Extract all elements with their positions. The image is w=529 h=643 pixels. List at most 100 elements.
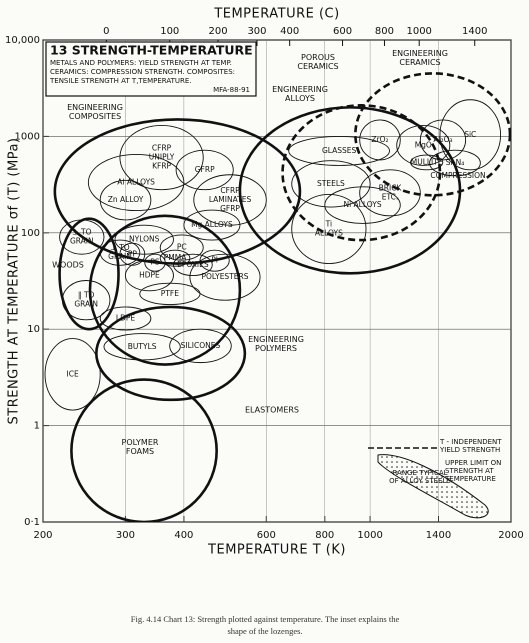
material-region — [429, 149, 481, 177]
y-tick-label: 10 — [27, 324, 40, 335]
y-tick-label: 0·1 — [24, 517, 40, 528]
material-region — [139, 282, 201, 306]
y-tick-label: 1 — [34, 421, 40, 432]
region-label: Zn ALLOY — [108, 195, 144, 204]
envelope-label: ELASTOMERS — [245, 406, 299, 415]
material-region — [324, 186, 401, 224]
region-label: Ni ALLOYS — [343, 200, 381, 209]
envelope-label: POROUS — [301, 53, 335, 62]
y-tick-label: 10,000 — [5, 35, 40, 46]
top-tick-label: 100 — [160, 26, 179, 37]
class-envelope — [53, 118, 302, 265]
material-region — [439, 99, 502, 171]
region-label: PTFE — [161, 289, 179, 298]
region-label: GRAIN — [74, 300, 98, 309]
x-tick-label: 600 — [257, 530, 276, 541]
material-region — [396, 124, 451, 166]
material-region — [193, 174, 267, 226]
y-tick-label: 1000 — [15, 131, 40, 142]
x-tick-label: 200 — [33, 530, 52, 541]
material-region — [114, 224, 174, 255]
top-tick-label: 1000 — [406, 26, 431, 37]
top-tick-label: 400 — [280, 26, 299, 37]
material-region — [59, 219, 105, 255]
envelope-label: ENGINEERING — [67, 103, 123, 112]
title-note: METALS AND POLYMERS: YIELD STRENGTH AT T… — [50, 59, 232, 67]
region-label: GRAIN — [70, 237, 94, 246]
region-label: ALLOYS — [315, 228, 343, 237]
x-tick-label: 400 — [174, 530, 193, 541]
class-envelope — [238, 106, 462, 275]
envelope-label: COMPOSITES — [69, 112, 121, 121]
region-label: PS — [150, 258, 160, 267]
inset-text: RANGE TYPICAL — [392, 469, 447, 477]
annotation: COMPRESSION — [430, 171, 485, 180]
region-label: GFRP — [195, 165, 215, 174]
region-label: SiC — [464, 130, 476, 139]
region-label: BUTYLS — [128, 342, 157, 351]
material-region — [87, 153, 185, 212]
material-region — [359, 119, 401, 161]
class-envelope — [281, 104, 442, 242]
class-envelope — [354, 72, 511, 197]
top-tick-label: 300 — [247, 26, 266, 37]
top-tick-label: 1400 — [462, 26, 487, 37]
material-region — [44, 338, 101, 411]
title-note: CERAMICS: COMPRESSION STRENGTH. COMPOSIT… — [50, 68, 235, 76]
region-label: ZrO₂ — [371, 135, 388, 144]
region-label: Al ALLOYS — [117, 178, 155, 187]
region-label: MgO — [415, 140, 432, 149]
region-label: Si₃N₄ — [446, 158, 464, 167]
title-note: TENSILE STRENGTH AT T,TEMPERATURE. — [49, 77, 192, 85]
envelope-label: ENGINEERING — [248, 335, 304, 344]
class-envelope — [58, 217, 120, 331]
material-region — [291, 160, 371, 208]
region-label: PI — [211, 256, 218, 265]
x-tick-label: 1000 — [357, 530, 382, 541]
region-label: ‖ TO — [78, 291, 95, 300]
material-region — [99, 239, 141, 266]
top-axis-title: TEMPERATURE (C) — [213, 7, 339, 22]
chart-code: MFA-88-91 — [213, 86, 250, 94]
region-label: UNIPLY — [149, 153, 175, 162]
region-label: EPOXIES — [177, 260, 209, 269]
region-label: Mg ALLOYS — [191, 220, 233, 229]
top-tick-label: 200 — [208, 26, 227, 37]
region-label: ⊥ TO — [110, 243, 129, 252]
inset-text: OF ALLOY STEELS — [389, 477, 451, 485]
material-region — [183, 209, 241, 241]
material-region — [288, 135, 390, 166]
region-label: NYLONS — [129, 235, 160, 244]
region-label: Al₂O₃ — [433, 135, 452, 144]
region-label: BRICK — [379, 183, 403, 192]
top-tick-label: 0 — [103, 26, 109, 37]
region-label: KFRP — [152, 162, 171, 171]
material-region — [173, 253, 213, 277]
class-envelope — [95, 305, 247, 402]
material-region — [159, 234, 204, 261]
caption: Fig. 4.14 Chart 13: Strength plotted aga… — [131, 614, 400, 624]
material-region — [124, 259, 174, 292]
region-label: CFRP — [220, 186, 240, 195]
inset-text: STRENGTH AT — [445, 467, 494, 475]
inset-text: TEMPERATURE — [444, 475, 496, 483]
inset-text: T - INDEPENDENT — [439, 438, 502, 446]
x-tick-label: 800 — [315, 530, 334, 541]
caption: shape of the lozenges. — [227, 626, 302, 636]
region-label: STEELS — [317, 179, 345, 188]
material-region — [189, 253, 261, 301]
region-label: SILICONES — [181, 341, 221, 350]
region-label: MULLITE — [411, 157, 443, 166]
region-label: LAMINATES — [209, 195, 252, 204]
region-label: ⊥ TO — [72, 228, 91, 237]
material-region — [119, 124, 204, 191]
class-envelope — [88, 214, 242, 366]
material-region — [359, 169, 421, 217]
chart-title: 13 STRENGTH-TEMPERATURE — [50, 43, 253, 58]
region-label: LDPE — [116, 314, 135, 323]
region-label: ETC. — [382, 192, 399, 201]
region-label: GFRP — [220, 204, 240, 213]
x-axis-title: TEMPERATURE T (K) — [207, 543, 346, 558]
region-label: POLYESTERS — [202, 272, 249, 281]
material-region — [159, 249, 191, 267]
